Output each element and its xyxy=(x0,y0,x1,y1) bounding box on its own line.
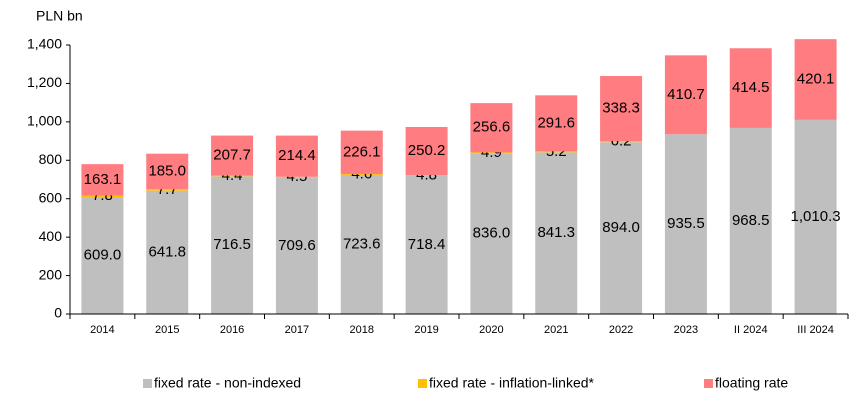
data-label: 841.3 xyxy=(537,224,575,241)
bar-segment xyxy=(146,190,189,314)
x-tick-label: 2015 xyxy=(155,324,179,336)
bar-segment xyxy=(405,175,448,314)
bar-segment xyxy=(535,151,578,153)
x-tick-label: 2018 xyxy=(350,324,374,336)
x-tick-label: III 2024 xyxy=(797,324,834,336)
x-tick-label: 2022 xyxy=(609,324,633,336)
x-tick-label: 2021 xyxy=(544,324,568,336)
bar-segment xyxy=(81,195,124,197)
legend-swatch xyxy=(418,379,427,388)
y-tick-label: 0 xyxy=(54,305,62,321)
data-label: 250.2 xyxy=(408,142,446,159)
bar-segment xyxy=(470,153,513,314)
x-tick-label: 2017 xyxy=(285,324,309,336)
data-label: 718.4 xyxy=(408,236,446,253)
bar-segment xyxy=(794,119,837,314)
data-label: 723.6 xyxy=(343,235,381,252)
data-label: 163.1 xyxy=(84,171,122,188)
bar-segment xyxy=(729,48,772,128)
data-label: 214.4 xyxy=(278,147,316,164)
bar-segment xyxy=(664,134,707,314)
data-label: 291.6 xyxy=(537,114,575,131)
data-label: 709.6 xyxy=(278,237,316,254)
bar-segment xyxy=(470,152,513,154)
bar-segment xyxy=(146,189,189,191)
bar-segment xyxy=(470,103,513,153)
data-label: 968.5 xyxy=(732,212,770,229)
bar-segment xyxy=(535,152,578,314)
bar-segment xyxy=(211,176,254,314)
bar-segment xyxy=(405,126,448,176)
data-label: 836.0 xyxy=(473,225,511,242)
y-tick-label: 400 xyxy=(39,228,63,244)
bar-segment xyxy=(275,135,318,177)
y-tick-label: 600 xyxy=(39,189,63,205)
x-tick-label: 2014 xyxy=(90,324,114,336)
bar-segment xyxy=(405,175,448,176)
bar-segment xyxy=(600,76,643,142)
data-label: 256.6 xyxy=(473,119,511,136)
bar-segment xyxy=(340,174,383,314)
legend-label: floating rate xyxy=(715,375,788,391)
bar-segment xyxy=(664,55,707,135)
y-tick-label: 1,200 xyxy=(27,74,62,90)
y-tick-label: 200 xyxy=(39,266,63,282)
data-label: 609.0 xyxy=(84,246,122,263)
data-label: 1,010.3 xyxy=(791,208,841,225)
x-tick-label: 2023 xyxy=(674,324,698,336)
bar-segment xyxy=(211,175,254,177)
y-tick-label: 800 xyxy=(39,151,63,167)
y-tick-label: 1,000 xyxy=(27,113,62,129)
x-tick-label: 2019 xyxy=(414,324,438,336)
data-label: 185.0 xyxy=(148,162,186,179)
bar-segment xyxy=(600,142,643,314)
data-label: 207.7 xyxy=(213,146,251,163)
legend-swatch xyxy=(704,379,713,388)
bar-segment xyxy=(794,39,837,120)
data-label: 338.3 xyxy=(602,100,640,117)
bar-segment xyxy=(81,164,124,196)
legend-label: fixed rate - non-indexed xyxy=(154,375,301,391)
bar-segment xyxy=(211,135,254,176)
data-label: 414.5 xyxy=(732,79,770,96)
bar-segment xyxy=(275,177,318,314)
data-label: 894.0 xyxy=(602,219,640,236)
bar-segment xyxy=(600,141,643,143)
bar-segment xyxy=(340,174,383,175)
bar-segment xyxy=(729,127,772,315)
bar-segment xyxy=(535,95,578,152)
bar-segment xyxy=(146,153,189,190)
data-label: 420.1 xyxy=(797,70,835,87)
data-label: 716.5 xyxy=(213,236,251,253)
x-tick-label: II 2024 xyxy=(734,324,768,336)
x-tick-label: 2020 xyxy=(479,324,503,336)
legend-label: fixed rate - inflation-linked* xyxy=(429,375,595,391)
bar-segment xyxy=(275,176,318,178)
bar-segment xyxy=(340,130,383,175)
data-label: 226.1 xyxy=(343,143,381,160)
legend-swatch xyxy=(143,379,152,388)
bar-segment xyxy=(81,196,124,314)
x-tick-label: 2016 xyxy=(220,324,244,336)
y-axis-label: PLN bn xyxy=(36,8,83,24)
data-label: 935.5 xyxy=(667,215,705,232)
y-tick-label: 1,400 xyxy=(27,36,62,52)
data-label: 641.8 xyxy=(148,243,186,260)
data-label: 410.7 xyxy=(667,86,705,103)
